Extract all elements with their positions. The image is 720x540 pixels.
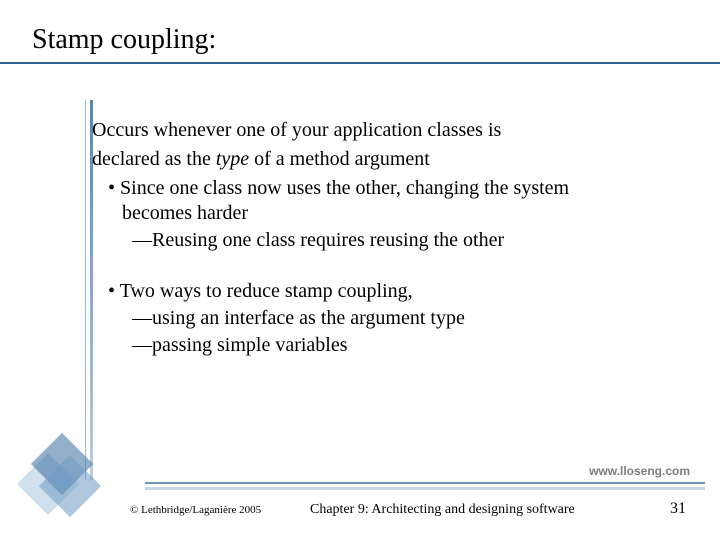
sub-bullet-2b: —passing simple variables — [92, 333, 682, 358]
chapter-label: Chapter 9: Architecting and designing so… — [310, 502, 575, 518]
footer-line-2 — [145, 487, 705, 490]
bullet-1-line2: becomes harder — [92, 201, 682, 226]
copyright-text: © Lethbridge/Laganière 2005 — [130, 504, 261, 516]
intro-line-2b: of a method argument — [249, 148, 430, 170]
intro-line-2a: declared as the — [92, 148, 216, 170]
diamond-logo — [20, 436, 100, 516]
footer-line-1 — [145, 482, 705, 484]
intro-line-2: declared as the type of a method argumen… — [92, 147, 682, 172]
slide-content: Occurs whenever one of your application … — [92, 118, 682, 358]
title-underline — [0, 62, 720, 64]
sub-bullet-2a: —using an interface as the argument type — [92, 306, 682, 331]
bullet-1-line1: Since one class now uses the other, chan… — [120, 177, 569, 199]
content-gap — [92, 253, 682, 277]
website-url: www.lloseng.com — [589, 464, 690, 478]
sub-bullet-1: —Reusing one class requires reusing the … — [92, 228, 682, 253]
intro-line-2-italic: type — [216, 148, 249, 170]
left-decoration — [52, 100, 88, 480]
intro-line-1: Occurs whenever one of your application … — [92, 118, 682, 143]
bullet-1: Since one class now uses the other, chan… — [92, 176, 682, 201]
bullet-2-text: Two ways to reduce stamp coupling, — [120, 280, 413, 302]
slide-title: Stamp coupling: — [32, 24, 216, 56]
vertical-line-thin — [85, 100, 86, 480]
bullet-2: Two ways to reduce stamp coupling, — [92, 279, 682, 304]
page-number: 31 — [670, 500, 686, 518]
